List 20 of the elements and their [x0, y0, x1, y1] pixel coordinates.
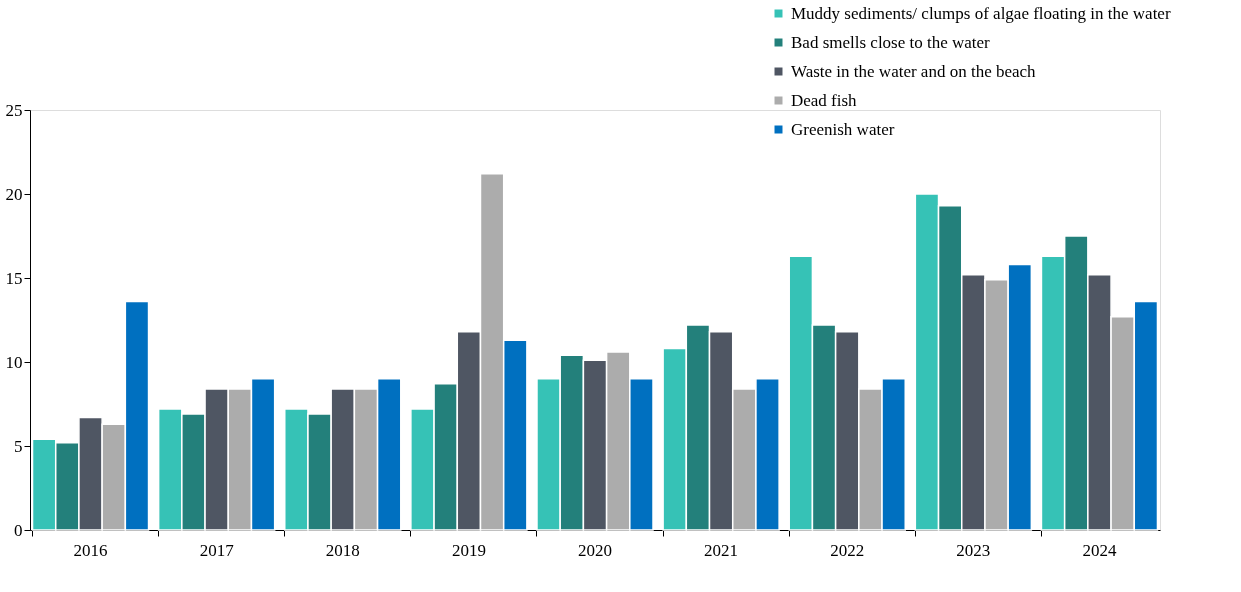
x-tick-label: 2017 [199, 540, 235, 560]
x-tick-label: 2016 [73, 540, 108, 560]
y-tick-label: 0 [14, 520, 23, 540]
legend-label: Greenish water [791, 119, 895, 139]
x-tick-label: 2018 [325, 540, 360, 560]
x-tick-label: 2020 [578, 540, 612, 560]
y-tick-label: 20 [5, 184, 23, 204]
y-tick-label: 10 [5, 352, 23, 372]
y-tick-label: 15 [5, 268, 23, 288]
x-tick-label: 2019 [451, 540, 486, 560]
legend-label: Dead fish [791, 90, 858, 110]
legend-label: Waste in the water and on the beach [791, 61, 1037, 81]
x-tick-label: 2022 [830, 540, 865, 560]
x-tick-label: 2021 [704, 540, 739, 560]
legend-label: Bad smells close to the water [791, 32, 991, 52]
x-tick-label: 2024 [1082, 540, 1117, 560]
legend-label: Muddy sediments/ clumps of algae floating in the water [791, 3, 1171, 23]
x-tick-label: 2023 [956, 540, 991, 560]
y-tick-label: 25 [5, 100, 23, 120]
y-tick-label: 5 [14, 436, 23, 456]
